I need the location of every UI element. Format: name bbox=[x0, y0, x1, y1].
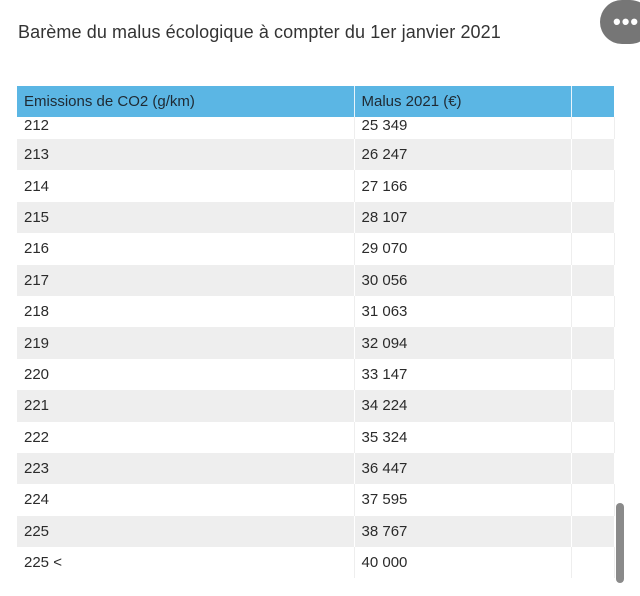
column-header-emissions[interactable]: Emissions de CO2 (g/km) bbox=[17, 86, 355, 117]
cell-emissions: 225 < bbox=[17, 547, 355, 579]
cell-empty bbox=[571, 327, 615, 359]
malus-table-container: Emissions de CO2 (g/km) Malus 2021 (€) 2… bbox=[17, 86, 615, 579]
table-row: 216 29 070 bbox=[17, 233, 615, 265]
cell-empty bbox=[571, 358, 615, 391]
cell-empty bbox=[571, 421, 615, 453]
cell-malus: 28 107 bbox=[354, 201, 572, 234]
cell-malus: 33 147 bbox=[354, 358, 572, 391]
cell-emissions: 218 bbox=[17, 295, 355, 328]
cell-empty bbox=[571, 264, 615, 296]
cell-emissions: 222 bbox=[17, 421, 355, 453]
cell-malus: 29 070 bbox=[354, 233, 572, 265]
cell-empty bbox=[571, 390, 615, 422]
column-header-empty bbox=[571, 86, 614, 117]
table-row: 225 38 767 bbox=[17, 515, 615, 548]
malus-table: Emissions de CO2 (g/km) Malus 2021 (€) 2… bbox=[17, 86, 615, 579]
cell-emissions: 213 bbox=[17, 139, 355, 171]
cell-malus: 35 324 bbox=[354, 421, 572, 453]
table-header-row: Emissions de CO2 (g/km) Malus 2021 (€) bbox=[17, 86, 614, 117]
cell-malus: 26 247 bbox=[354, 139, 572, 171]
cell-emissions: 219 bbox=[17, 327, 355, 359]
cell-empty bbox=[571, 484, 615, 516]
cell-empty bbox=[571, 170, 615, 202]
more-options-button[interactable]: ••• bbox=[600, 0, 640, 44]
cell-empty bbox=[571, 201, 615, 234]
cell-malus: 27 166 bbox=[354, 170, 572, 202]
cell-empty bbox=[571, 452, 615, 485]
cell-emissions: 221 bbox=[17, 390, 355, 422]
cell-empty bbox=[571, 295, 615, 328]
cell-emissions: 215 bbox=[17, 201, 355, 234]
table-row: 220 33 147 bbox=[17, 358, 615, 391]
cell-empty bbox=[571, 233, 615, 265]
cell-malus: 40 000 bbox=[354, 547, 572, 579]
table-row: 218 31 063 bbox=[17, 295, 615, 328]
cell-empty bbox=[571, 139, 615, 171]
table-row: 223 36 447 bbox=[17, 452, 615, 485]
page-title: Barème du malus écologique à compter du … bbox=[18, 22, 501, 42]
cell-malus: 34 224 bbox=[354, 390, 572, 422]
cell-emissions: 216 bbox=[17, 233, 355, 265]
table-row: 215 28 107 bbox=[17, 201, 615, 234]
table-row: 222 35 324 bbox=[17, 421, 615, 453]
table-body: 212 25 349 213 26 247 214 27 166 215 28 107 216 2… bbox=[17, 117, 615, 579]
cell-malus: 37 595 bbox=[354, 484, 572, 516]
table-row: 219 32 094 bbox=[17, 327, 615, 359]
cell-emissions: 212 bbox=[17, 117, 355, 139]
cell-malus: 38 767 bbox=[354, 515, 572, 548]
cell-malus: 36 447 bbox=[354, 452, 572, 485]
column-header-malus[interactable]: Malus 2021 (€) bbox=[354, 86, 572, 117]
vertical-scrollbar[interactable] bbox=[616, 503, 624, 583]
table-row: 217 30 056 bbox=[17, 264, 615, 296]
cell-emissions: 220 bbox=[17, 358, 355, 391]
cell-emissions: 224 bbox=[17, 484, 355, 516]
table-row: 212 25 349 bbox=[17, 117, 615, 139]
cell-empty bbox=[571, 515, 615, 548]
cell-emissions: 217 bbox=[17, 264, 355, 296]
table-row: 225 <40 000 bbox=[17, 547, 615, 579]
cell-malus: 30 056 bbox=[354, 264, 572, 296]
cell-malus: 25 349 bbox=[354, 117, 572, 139]
cell-empty bbox=[571, 117, 615, 139]
cell-malus: 31 063 bbox=[354, 295, 572, 328]
cell-malus: 32 094 bbox=[354, 327, 572, 359]
table-row: 221 34 224 bbox=[17, 390, 615, 422]
cell-empty bbox=[571, 547, 615, 579]
table-row: 224 37 595 bbox=[17, 484, 615, 516]
table-row: 214 27 166 bbox=[17, 170, 615, 202]
cell-emissions: 214 bbox=[17, 170, 355, 202]
cell-emissions: 223 bbox=[17, 452, 355, 485]
more-horizontal-icon: ••• bbox=[613, 9, 640, 34]
table-row: 213 26 247 bbox=[17, 139, 615, 171]
cell-emissions: 225 bbox=[17, 515, 355, 548]
